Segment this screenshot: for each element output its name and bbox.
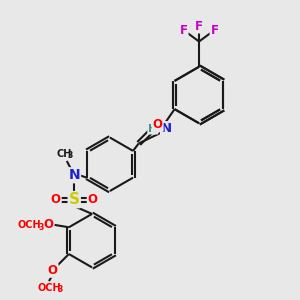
Text: 3: 3 bbox=[68, 151, 73, 160]
Text: 3: 3 bbox=[58, 286, 63, 295]
Text: 3: 3 bbox=[38, 223, 43, 232]
Text: F: F bbox=[195, 20, 203, 33]
Text: N: N bbox=[161, 122, 172, 135]
Text: OCH: OCH bbox=[18, 220, 41, 230]
Text: S: S bbox=[69, 192, 80, 207]
Text: O: O bbox=[88, 193, 98, 206]
Text: OCH: OCH bbox=[37, 283, 61, 292]
Text: O: O bbox=[153, 118, 163, 131]
Text: N: N bbox=[68, 168, 80, 182]
Text: O: O bbox=[47, 264, 58, 277]
Text: O: O bbox=[51, 193, 61, 206]
Text: F: F bbox=[180, 24, 188, 37]
Text: F: F bbox=[211, 24, 218, 37]
Text: H: H bbox=[148, 124, 158, 134]
Text: O: O bbox=[43, 218, 53, 231]
Text: CH: CH bbox=[56, 149, 71, 159]
